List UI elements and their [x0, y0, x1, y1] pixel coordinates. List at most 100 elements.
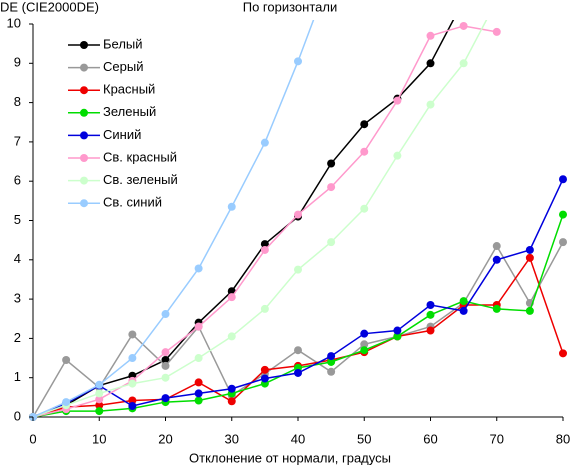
data-point	[525, 245, 534, 254]
legend-label: Св. красный	[103, 149, 177, 164]
chart-title: По горизонтали	[243, 0, 337, 14]
plot-area	[29, 0, 567, 421]
data-point	[327, 183, 336, 192]
y-tick-label: 2	[14, 330, 21, 345]
data-point	[128, 396, 137, 405]
y-tick-label: 9	[14, 55, 21, 70]
data-point	[260, 138, 269, 147]
y-tick-label: 8	[14, 94, 21, 109]
data-point	[161, 361, 170, 370]
data-point	[95, 380, 104, 389]
y-tick-label: 0	[14, 408, 21, 423]
data-point	[260, 240, 269, 249]
data-point	[194, 322, 203, 331]
data-point	[492, 304, 501, 313]
data-point	[393, 96, 402, 105]
data-point	[327, 238, 336, 247]
y-tick-label: 4	[14, 251, 21, 266]
data-point	[393, 332, 402, 341]
data-point	[393, 151, 402, 160]
legend-label: Св. синий	[103, 195, 162, 210]
data-point	[294, 265, 302, 274]
data-point	[194, 264, 203, 273]
data-point	[227, 332, 236, 341]
data-point	[294, 368, 302, 377]
data-point	[194, 389, 203, 398]
data-point	[62, 398, 71, 407]
data-point	[62, 356, 71, 365]
legend-marker	[80, 41, 88, 49]
data-point	[559, 349, 567, 358]
data-point	[360, 120, 369, 129]
data-point	[559, 175, 567, 184]
data-point	[194, 396, 203, 405]
data-point	[128, 401, 137, 410]
y-tick-label: 3	[14, 291, 21, 306]
data-point	[426, 300, 435, 309]
x-tick-label: 40	[291, 431, 305, 446]
x-tick-label: 80	[556, 431, 570, 446]
y-axis-label: DE (CIE2000DE)	[0, 0, 99, 14]
series-line	[32, 20, 315, 418]
legend-label: Св. зеленый	[103, 172, 178, 187]
data-point	[95, 395, 104, 404]
legend-label: Серый	[103, 59, 143, 74]
data-point	[426, 31, 435, 40]
data-point	[161, 394, 170, 403]
x-tick-label: 70	[490, 431, 504, 446]
legend-marker	[80, 63, 88, 72]
y-tick-label: 5	[14, 212, 21, 227]
data-point	[492, 255, 501, 264]
data-point	[294, 346, 302, 355]
data-point	[460, 0, 468, 4]
data-point	[360, 346, 369, 355]
data-point	[227, 384, 236, 393]
x-tick-label: 50	[357, 431, 371, 446]
x-tick-label: 0	[29, 431, 36, 446]
data-point	[194, 354, 203, 363]
series-line	[32, 20, 455, 418]
data-point	[294, 210, 302, 219]
data-point	[559, 238, 567, 247]
data-point	[327, 352, 336, 361]
data-point	[161, 310, 170, 319]
data-point	[327, 357, 336, 366]
legend-label: Красный	[103, 82, 155, 97]
data-point	[360, 147, 369, 156]
legend-marker	[80, 154, 88, 162]
legend-marker	[80, 199, 88, 208]
x-tick-label: 60	[423, 431, 437, 446]
data-point	[393, 326, 402, 335]
data-point	[227, 202, 236, 211]
data-point	[426, 100, 435, 109]
data-point	[260, 374, 269, 383]
legend-marker	[80, 131, 88, 140]
data-point	[227, 293, 236, 302]
y-tick-label: 7	[14, 133, 21, 148]
legend-label: Синий	[103, 127, 141, 142]
data-point	[327, 367, 336, 376]
x-axis-label: Отклонение от нормали, градусы	[189, 450, 391, 465]
data-point	[260, 365, 269, 374]
data-point	[95, 407, 104, 416]
data-point	[95, 401, 104, 410]
data-point	[559, 210, 567, 219]
data-point	[426, 59, 435, 68]
data-point	[426, 310, 435, 319]
data-point	[426, 326, 435, 335]
legend-marker	[80, 176, 88, 185]
data-point	[492, 27, 501, 36]
data-point	[128, 379, 137, 388]
data-point	[194, 378, 203, 387]
data-point	[492, 242, 501, 251]
legend-label: Зеленый	[103, 104, 156, 119]
x-tick-label: 30	[225, 431, 239, 446]
data-point	[260, 304, 269, 313]
y-tick-label: 10	[7, 15, 21, 30]
data-point	[360, 340, 369, 349]
data-point	[161, 348, 170, 357]
data-point	[260, 245, 269, 254]
legend-label: Белый	[103, 36, 143, 51]
data-point	[294, 57, 302, 66]
